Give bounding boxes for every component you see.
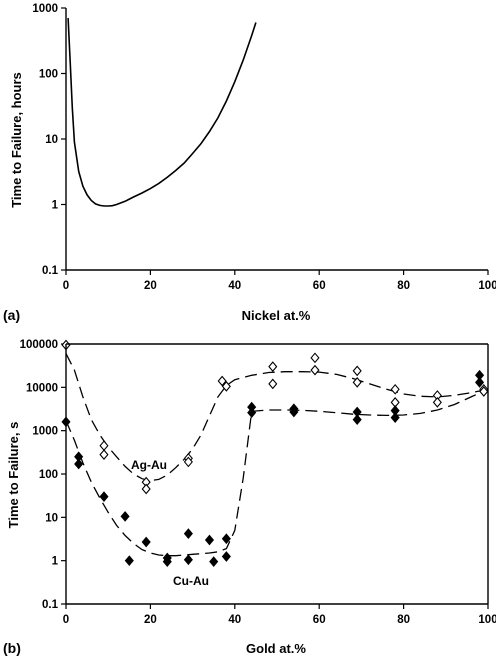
series-group-b	[61, 339, 489, 567]
ag-au-point	[99, 440, 109, 452]
x-axis-title-b: Gold at.%	[246, 641, 306, 656]
cu-au-point	[204, 534, 215, 546]
y-tick-label: 10	[45, 512, 58, 524]
y-axis-title-a: Time to Failure, hours	[9, 72, 24, 208]
x-tick-label: 100	[478, 614, 496, 626]
y-tick-label: 100	[39, 69, 58, 81]
series-line	[67, 18, 257, 207]
x-tick-label: 60	[313, 280, 326, 292]
x-tick-label: 20	[144, 280, 157, 292]
cu-au-point	[141, 536, 151, 548]
x-axis-title-a: Nickel at.%	[242, 308, 311, 323]
x-tick-label: 80	[397, 280, 410, 292]
cu-au-point	[124, 555, 134, 567]
y-tick-label: 100000	[20, 339, 58, 351]
ag-au-point	[268, 378, 278, 390]
ag-au-point	[479, 386, 489, 397]
series-group-a	[67, 18, 257, 207]
ag-au-point	[141, 483, 151, 495]
cu-au-point	[74, 458, 84, 470]
cu-au-point	[475, 377, 485, 388]
series-label-ag-au: Ag-Au	[131, 458, 167, 472]
x-tick-label: 0	[63, 614, 69, 626]
x-tick-label: 0	[63, 280, 69, 292]
y-tick-label: 1000	[32, 426, 58, 438]
ag-au-point	[352, 377, 362, 388]
ag-au-point	[217, 375, 227, 387]
cu-au-point	[183, 528, 193, 540]
trend-line-cu-au	[65, 388, 489, 557]
y-tick-label: 1	[52, 200, 59, 212]
x-tick-label: 40	[228, 280, 241, 292]
chart-panel-a: Time to Failure, hours Nickel at.% (a) 0…	[3, 3, 496, 323]
cu-au-point	[352, 414, 362, 425]
x-tick-label: 100	[478, 280, 496, 292]
y-tick-label: 1000	[32, 3, 58, 15]
y-tick-label: 0.1	[42, 599, 59, 611]
cu-au-point	[183, 554, 193, 566]
ag-au-point	[352, 365, 362, 377]
chart-panel-b: Time to Failure, s Gold at.% (b) 0.1 1 10 1…	[3, 339, 496, 656]
cu-au-point	[221, 533, 231, 545]
cu-au-point	[99, 491, 109, 503]
cu-au-point	[390, 412, 400, 423]
cu-au-point	[120, 511, 130, 522]
y-tick-label: 1	[52, 556, 59, 568]
y-tick-label: 0.1	[42, 265, 59, 277]
axis-ticks-b: 0.1 1 10 100 1000 10000 100000 0 20 40 60 80 100	[20, 339, 496, 626]
axis-ticks-a: 0.1 1 10 100 1000 0 20 40 60 80 100	[32, 3, 496, 292]
cu-au-point	[221, 551, 231, 562]
ag-au-point	[268, 361, 278, 373]
cu-au-point	[162, 556, 172, 567]
ag-au-point	[221, 381, 231, 392]
ag-au-point	[310, 364, 320, 376]
trend-lines-b	[65, 353, 489, 557]
y-tick-label: 10000	[26, 382, 58, 394]
y-tick-label: 10	[45, 134, 58, 146]
trend-line-ag-au	[65, 353, 489, 482]
ag-au-point	[432, 397, 442, 408]
ag-au-point	[310, 352, 320, 364]
x-tick-label: 20	[144, 614, 157, 626]
cu-au-point	[289, 406, 299, 418]
ag-au-point	[183, 456, 193, 468]
panel-label-b: (b)	[3, 640, 21, 656]
ag-au-point	[390, 383, 400, 395]
x-tick-label: 40	[228, 614, 241, 626]
y-axis-title-b: Time to Failure, s	[6, 422, 21, 529]
panel-label-a: (a)	[3, 307, 20, 323]
y-tick-label: 100	[39, 469, 58, 481]
x-tick-label: 80	[397, 614, 410, 626]
ag-au-point	[99, 449, 109, 460]
series-label-cu-au: Cu-Au	[173, 574, 209, 588]
cu-au-point	[247, 407, 257, 419]
cu-au-point	[209, 556, 219, 567]
x-tick-label: 60	[313, 614, 326, 626]
